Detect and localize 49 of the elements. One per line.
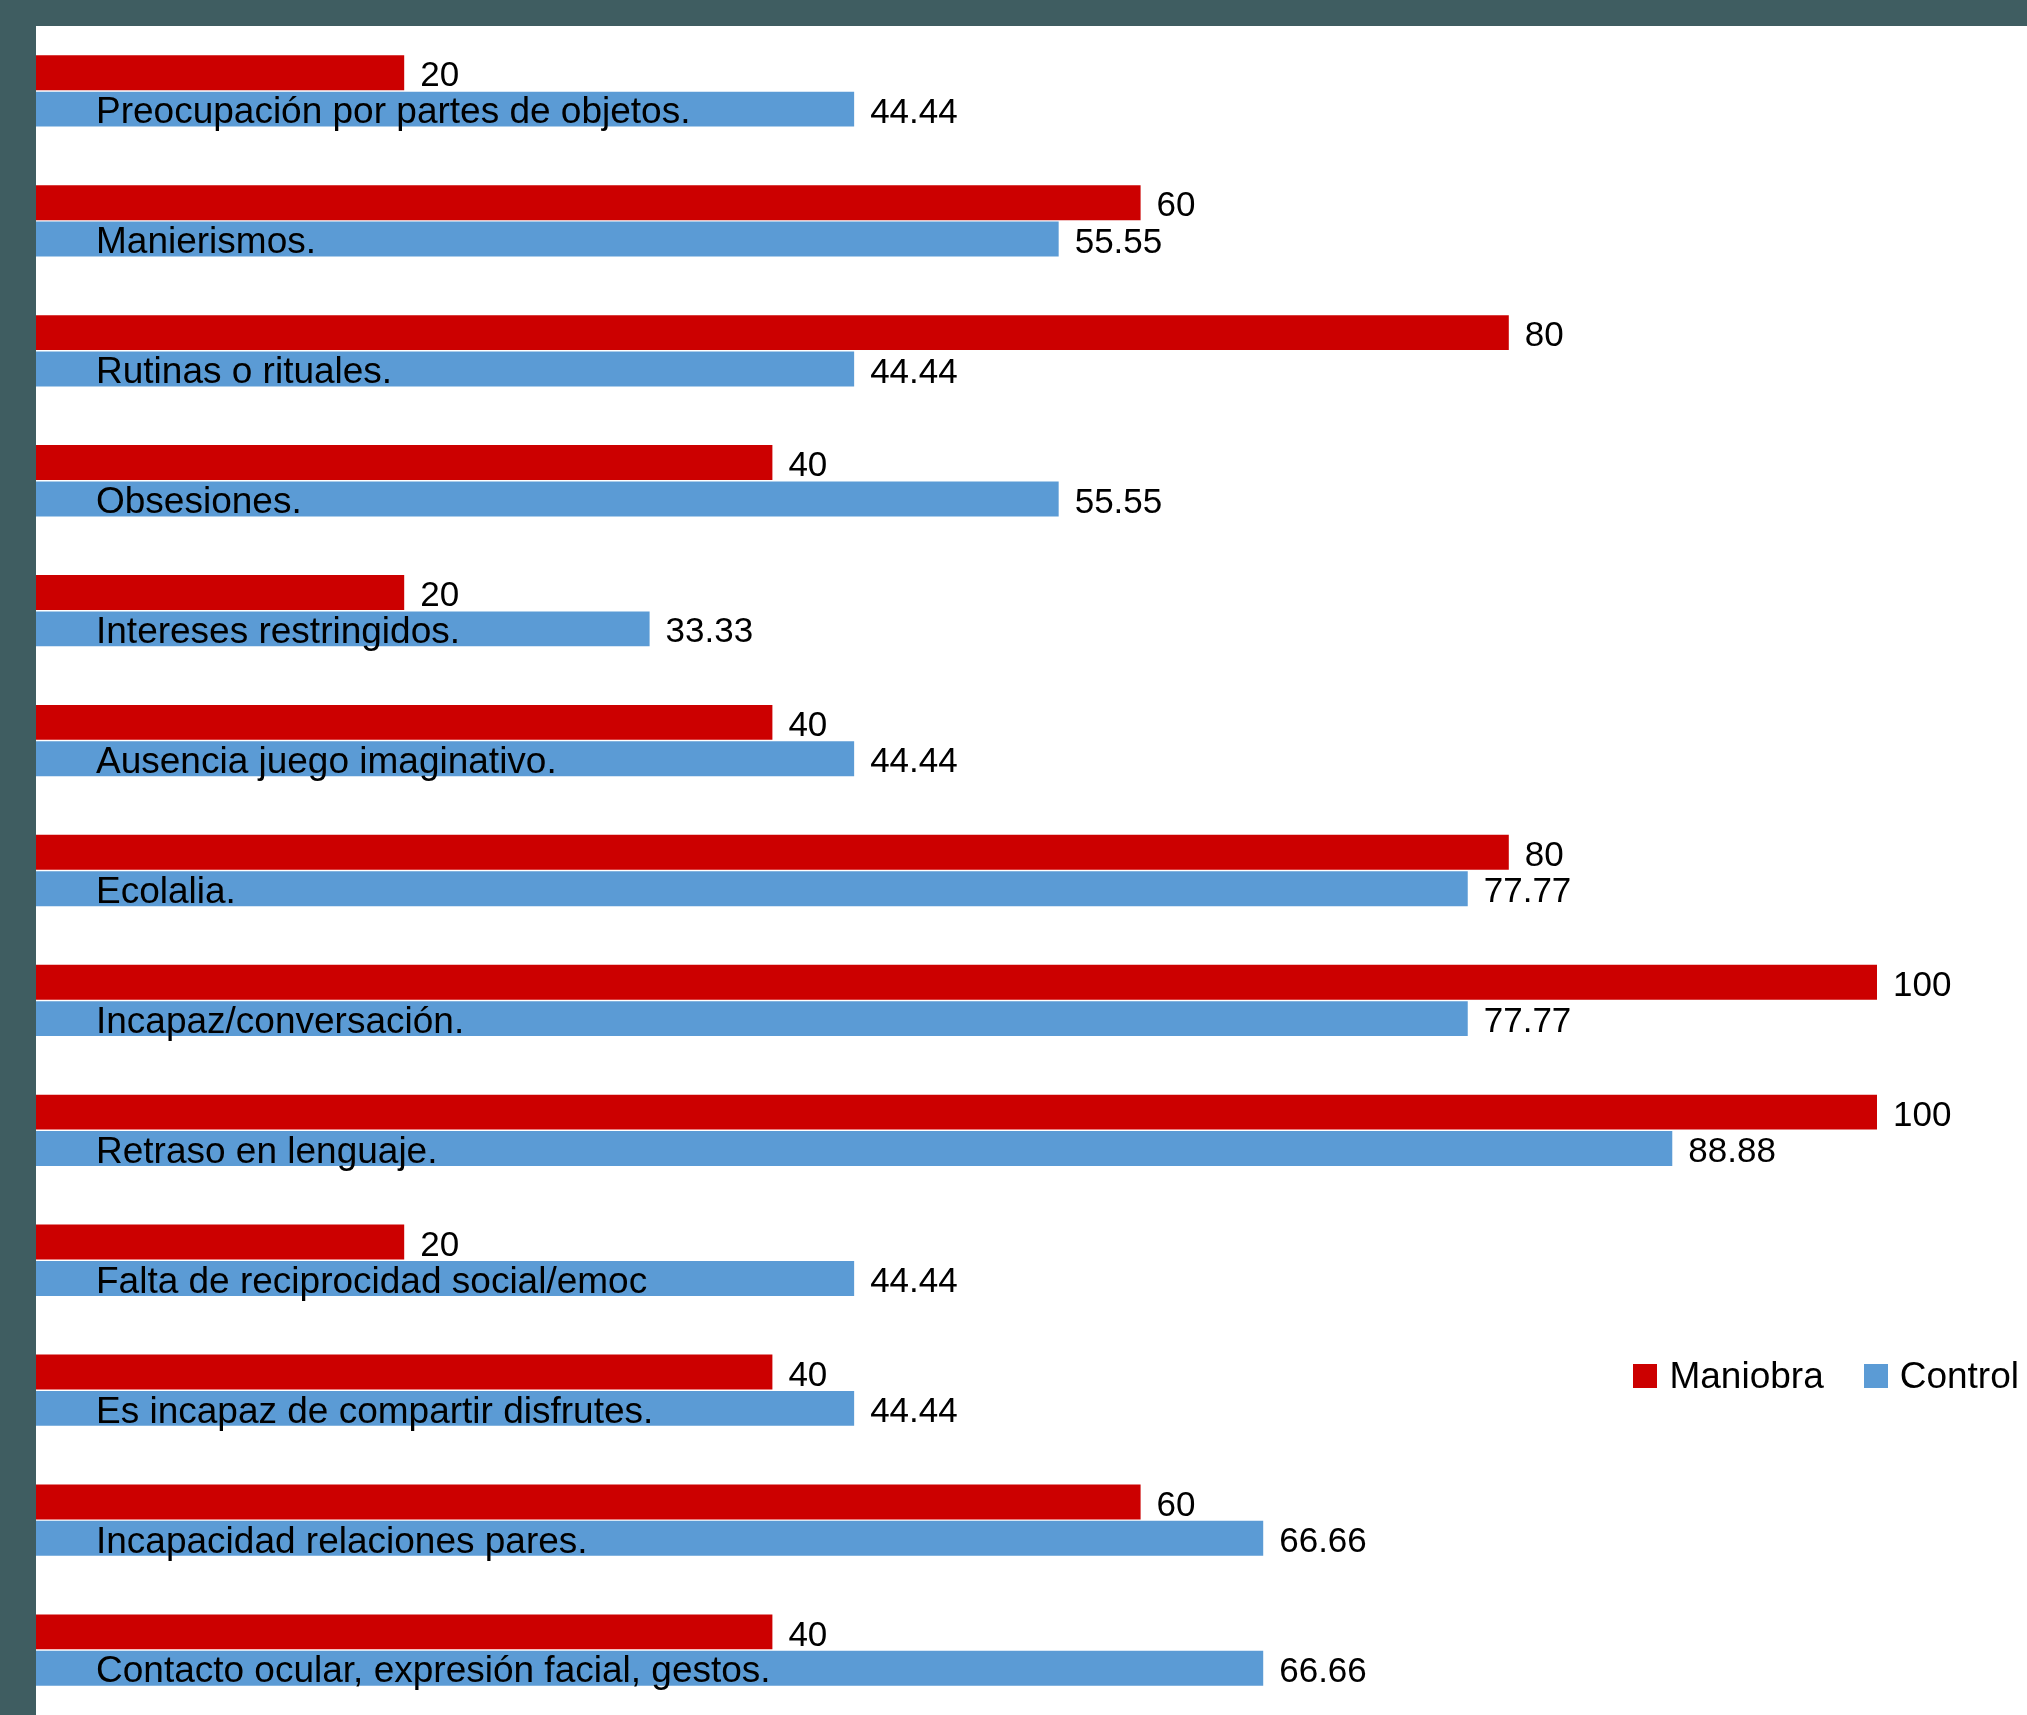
bar <box>36 834 1509 870</box>
data-label: 80 <box>1524 314 1564 354</box>
data-label: 44.44 <box>870 350 958 390</box>
y-tick-label: Rutinas o rituales. <box>96 350 393 392</box>
data-label: 40 <box>788 444 828 484</box>
y-tick-label: Incapaz/conversación. <box>96 999 465 1041</box>
data-label: 40 <box>788 1613 828 1653</box>
bar <box>36 55 405 91</box>
y-tick-label: Ausencia juego imaginativo. <box>96 739 557 781</box>
bar <box>36 315 1509 351</box>
data-label: 33.33 <box>665 610 754 650</box>
data-label: 80 <box>1524 833 1564 873</box>
y-tick-label: Es incapaz de compartir disfrutes. <box>96 1389 654 1431</box>
bar <box>36 481 1059 517</box>
data-label: 44.44 <box>870 1260 958 1300</box>
data-label: 77.77 <box>1483 870 1572 910</box>
y-tick-label: Obsesiones. <box>96 480 302 522</box>
bar <box>36 185 1141 221</box>
bar <box>36 964 1877 1000</box>
bar <box>36 1484 1141 1520</box>
data-label: 55.55 <box>1074 480 1163 520</box>
data-label: 66.66 <box>1279 1519 1367 1559</box>
data-label: 88.88 <box>1688 1130 1776 1170</box>
data-label: 40 <box>788 704 828 744</box>
y-tick-label: Incapacidad relaciones pares. <box>96 1519 588 1561</box>
bar <box>36 1094 1877 1130</box>
data-label: 40 <box>788 1353 828 1393</box>
data-label: 100 <box>1893 963 1952 1003</box>
bar <box>36 1224 405 1260</box>
data-label: 66.66 <box>1279 1649 1367 1689</box>
data-label: 77.77 <box>1483 1000 1572 1040</box>
bar <box>36 704 773 740</box>
legend-label: Maniobra <box>1669 1355 1824 1397</box>
y-tick-label: Manierismos. <box>96 220 316 262</box>
y-tick-label: Retraso en lenguaje. <box>96 1129 438 1171</box>
bar <box>36 1354 773 1390</box>
bar <box>36 575 405 610</box>
bar <box>36 1614 773 1650</box>
data-label: 60 <box>1156 1483 1196 1523</box>
bar <box>36 445 773 480</box>
y-tick-label: Contacto ocular, expresión facial, gestos. <box>96 1649 771 1691</box>
bar <box>36 221 1059 257</box>
data-label: 44.44 <box>870 1390 958 1430</box>
data-label: 44.44 <box>870 740 958 780</box>
data-label: 44.44 <box>870 90 958 130</box>
y-tick-label: Ecolalia. <box>96 869 236 911</box>
data-label: 100 <box>1893 1093 1952 1133</box>
legend-label: Control <box>1899 1355 2019 1397</box>
bar <box>36 871 1468 907</box>
